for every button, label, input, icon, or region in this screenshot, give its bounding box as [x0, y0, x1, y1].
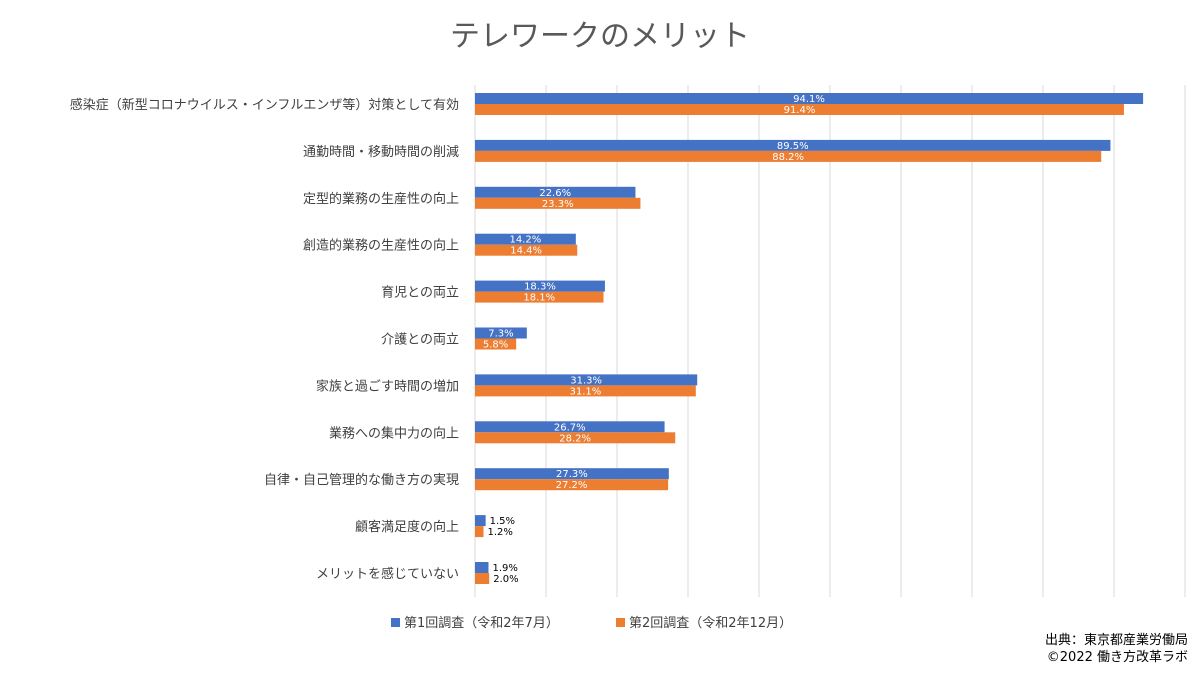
- bar-series-1: [475, 139, 1111, 151]
- bar-series-1: [475, 515, 486, 527]
- bar-series-2: [475, 104, 1124, 115]
- data-label: 18.3%: [524, 282, 556, 293]
- data-label: 27.3%: [556, 469, 588, 480]
- data-label: 22.6%: [539, 188, 571, 199]
- category-label: 介護との両立: [381, 332, 459, 348]
- data-label: 1.2%: [488, 527, 513, 538]
- category-label: 感染症（新型コロナウイルス・インフルエンザ等）対策として有効: [70, 97, 459, 113]
- category-label: 定型的業務の生産性の向上: [303, 191, 459, 207]
- source-line: 出典：東京都産業労働局: [1044, 633, 1188, 648]
- bar-series-1: [475, 93, 1144, 104]
- bar-series-1: [475, 468, 669, 480]
- bar-series-2: [475, 526, 484, 538]
- bar-series-1: [475, 186, 636, 198]
- legend-label: 第1回調査（令和2年7月）: [404, 616, 559, 631]
- bar-series-2: [475, 573, 490, 584]
- category-label: 通勤時間・移動時間の削減: [303, 144, 459, 160]
- data-label: 88.2%: [772, 152, 804, 163]
- data-label: 14.2%: [510, 235, 542, 246]
- bar-series-2: [475, 432, 676, 444]
- data-label: 1.9%: [492, 563, 517, 574]
- bar-series-1: [475, 233, 576, 245]
- bar-series-1: [475, 327, 527, 339]
- category-label: 創造的業務の生産性の向上: [303, 238, 459, 254]
- category-label: 業務への集中力の向上: [329, 425, 459, 441]
- chart-title: テレワークのメリット: [450, 19, 750, 54]
- data-label: 31.1%: [570, 386, 602, 397]
- source-note: 出典：東京都産業労働局 ©2022 働き方改革ラボ: [1045, 632, 1188, 666]
- bar-series-1: [475, 421, 665, 433]
- data-label: 94.1%: [793, 94, 825, 105]
- data-label: 28.2%: [559, 433, 591, 444]
- data-label: 18.1%: [523, 293, 555, 304]
- legend-swatch: [616, 618, 625, 627]
- bar-series-2: [475, 197, 641, 209]
- copyright-line: ©2022 働き方改革ラボ: [1046, 650, 1188, 665]
- data-label: 7.3%: [488, 329, 513, 340]
- data-label: 14.4%: [510, 246, 542, 257]
- bar-series-1: [475, 280, 605, 292]
- bar-series-2: [475, 479, 669, 491]
- category-label: 家族と過ごす時間の増加: [316, 378, 459, 394]
- category-label: 育児との両立: [381, 285, 459, 301]
- bar-series-2: [475, 385, 696, 397]
- legend-swatch: [391, 618, 400, 627]
- category-label: メリットを感じていない: [316, 566, 459, 582]
- bar-series-2: [475, 244, 578, 256]
- bar-series-2: [475, 150, 1102, 162]
- category-label: 自律・自己管理的な働き方の実現: [264, 472, 459, 488]
- data-label: 89.5%: [777, 141, 809, 152]
- legend-label: 第2回調査（令和2年12月）: [629, 616, 792, 631]
- data-label: 23.3%: [542, 199, 574, 210]
- data-label: 2.0%: [493, 574, 518, 585]
- bar-series-2: [475, 291, 604, 303]
- bar-series-1: [475, 374, 698, 386]
- data-label: 27.2%: [556, 480, 588, 491]
- category-label: 顧客満足度の向上: [355, 519, 459, 535]
- data-label: 31.3%: [570, 375, 602, 386]
- data-label: 5.8%: [483, 340, 508, 351]
- data-label: 91.4%: [784, 105, 816, 116]
- data-label: 26.7%: [554, 422, 586, 433]
- data-label: 1.5%: [490, 516, 515, 527]
- bar-series-1: [475, 562, 489, 573]
- bar-series-2: [475, 338, 517, 350]
